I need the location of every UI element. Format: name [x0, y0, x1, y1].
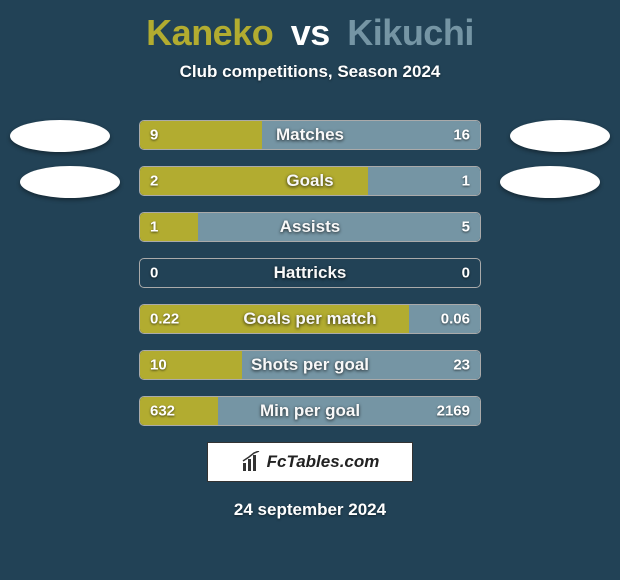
vs-text: vs: [291, 12, 330, 53]
stat-bar: 15Assists: [139, 212, 481, 242]
player2-name: Kikuchi: [347, 12, 474, 53]
chart-icon: [241, 451, 263, 473]
stat-bar: 916Matches: [139, 120, 481, 150]
team-logo-left-2: [20, 166, 120, 198]
date-text: 24 september 2024: [0, 500, 620, 520]
team-logo-right-2: [500, 166, 600, 198]
stat-bar: 0.220.06Goals per match: [139, 304, 481, 334]
stat-bar: 00Hattricks: [139, 258, 481, 288]
player1-name: Kaneko: [146, 12, 273, 53]
stat-label: Goals per match: [140, 309, 480, 329]
stat-label: Min per goal: [140, 401, 480, 421]
stat-bar: 6322169Min per goal: [139, 396, 481, 426]
site-logo-text: FcTables.com: [267, 452, 380, 472]
comparison-title: Kaneko vs Kikuchi: [0, 0, 620, 54]
content-area: 916Matches 21Goals 15Assists 00Hattricks 0.2…: [0, 120, 620, 426]
stat-bar: 1023Shots per goal: [139, 350, 481, 380]
stat-label: Matches: [140, 125, 480, 145]
bars-container: 916Matches 21Goals 15Assists 00Hattricks 0.2…: [139, 120, 481, 426]
site-logo: FcTables.com: [207, 442, 413, 482]
subtitle: Club competitions, Season 2024: [0, 62, 620, 82]
stat-label: Assists: [140, 217, 480, 237]
team-logo-left-1: [10, 120, 110, 152]
stat-bar: 21Goals: [139, 166, 481, 196]
stat-label: Goals: [140, 171, 480, 191]
team-logo-right-1: [510, 120, 610, 152]
stat-label: Hattricks: [140, 263, 480, 283]
stat-label: Shots per goal: [140, 355, 480, 375]
